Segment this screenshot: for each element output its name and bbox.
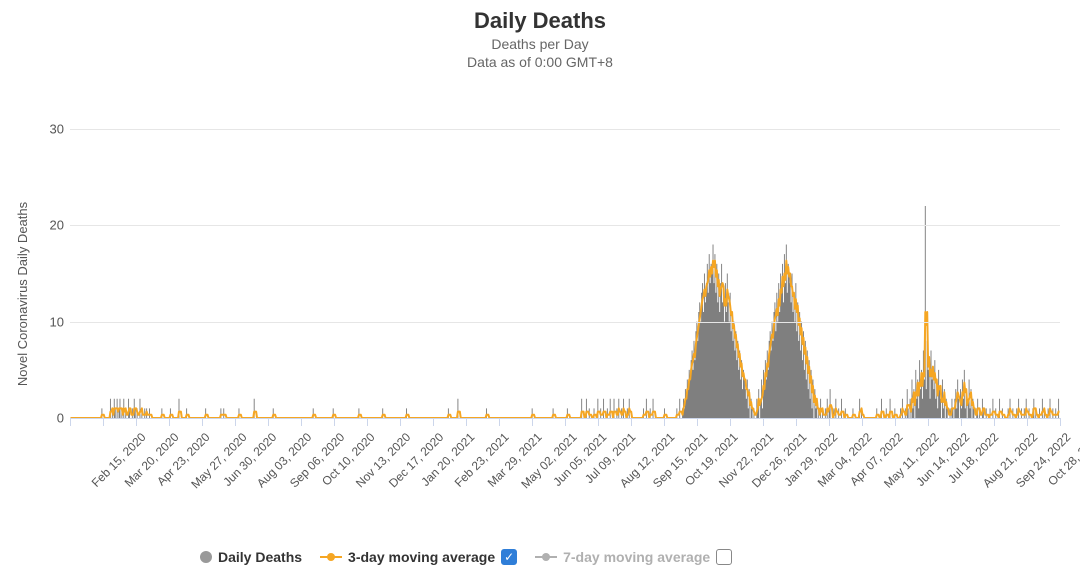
x-tick-mark: [565, 418, 566, 426]
gridline: [70, 129, 1060, 130]
chart-titles: Daily Deaths Deaths per Day Data as of 0…: [0, 0, 1080, 70]
x-tick-mark: [1060, 418, 1061, 426]
x-tick-mark: [301, 418, 302, 426]
y-tick-label: 30: [42, 121, 64, 136]
chart-container: Daily Deaths Deaths per Day Data as of 0…: [0, 0, 1080, 587]
gridline: [70, 225, 1060, 226]
legend-swatch-dot: [200, 551, 212, 563]
x-tick-mark: [70, 418, 71, 426]
x-tick-mark: [268, 418, 269, 426]
x-tick-mark: [730, 418, 731, 426]
line-3day-moving-average: [70, 261, 1059, 418]
x-tick-mark: [697, 418, 698, 426]
legend-swatch-line: [535, 556, 557, 558]
legend-checkbox-ma3[interactable]: ✓: [501, 549, 517, 565]
x-tick-mark: [103, 418, 104, 426]
x-tick-mark: [1027, 418, 1028, 426]
x-tick-mark: [829, 418, 830, 426]
chart-legend: Daily Deaths 3-day moving average ✓ 7-day m…: [200, 549, 732, 565]
bars-daily-deaths: [101, 206, 1059, 418]
chart-subtitle-2: Data as of 0:00 GMT+8: [0, 54, 1080, 70]
x-tick-mark: [202, 418, 203, 426]
legend-label: 7-day moving average: [563, 549, 710, 565]
x-tick-mark: [895, 418, 896, 426]
x-tick-mark: [400, 418, 401, 426]
legend-label: 3-day moving average: [348, 549, 495, 565]
x-tick-mark: [862, 418, 863, 426]
x-tick-mark: [466, 418, 467, 426]
gridline: [70, 322, 1060, 323]
legend-label: Daily Deaths: [218, 549, 302, 565]
legend-checkbox-ma7[interactable]: [716, 549, 732, 565]
x-tick-mark: [169, 418, 170, 426]
x-tick-mark: [664, 418, 665, 426]
chart-svg: [70, 100, 1060, 418]
x-tick-mark: [928, 418, 929, 426]
y-tick-label: 20: [42, 218, 64, 233]
x-tick-mark: [433, 418, 434, 426]
x-tick-mark: [532, 418, 533, 426]
y-tick-label: 10: [42, 314, 64, 329]
x-tick-mark: [763, 418, 764, 426]
x-tick-mark: [235, 418, 236, 426]
x-tick-mark: [796, 418, 797, 426]
legend-item-bars[interactable]: Daily Deaths: [200, 549, 302, 565]
legend-item-ma3[interactable]: 3-day moving average ✓: [320, 549, 517, 565]
x-tick-mark: [136, 418, 137, 426]
x-tick-mark: [961, 418, 962, 426]
x-tick-mark: [499, 418, 500, 426]
x-tick-mark: [598, 418, 599, 426]
chart-subtitle-1: Deaths per Day: [0, 36, 1080, 52]
plot-area: [70, 100, 1060, 418]
chart-title: Daily Deaths: [0, 8, 1080, 34]
x-tick-mark: [367, 418, 368, 426]
legend-swatch-line: [320, 556, 342, 558]
y-axis-label: Novel Coronavirus Daily Deaths: [15, 201, 30, 385]
x-tick-mark: [334, 418, 335, 426]
x-tick-mark: [631, 418, 632, 426]
x-tick-mark: [994, 418, 995, 426]
y-tick-label: 0: [42, 411, 64, 426]
legend-item-ma7[interactable]: 7-day moving average: [535, 549, 732, 565]
